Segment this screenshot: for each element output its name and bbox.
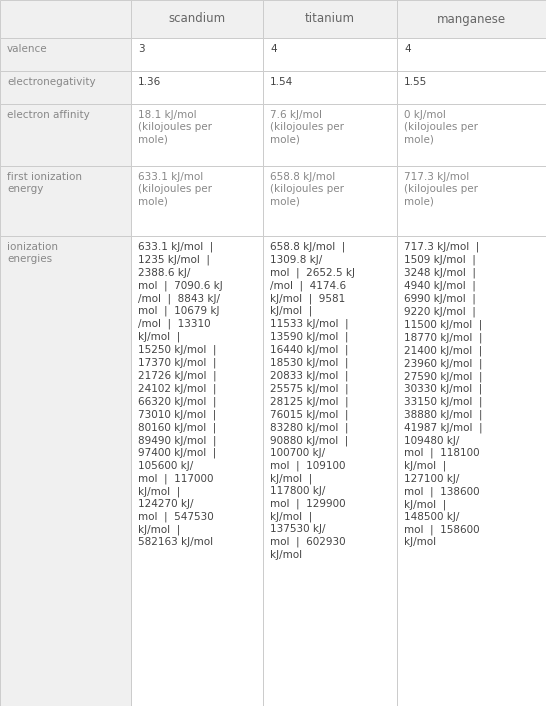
Bar	[397, 166, 546, 236]
Text: 717.3 kJ/mol
(kilojoules per
mole): 717.3 kJ/mol (kilojoules per mole)	[404, 172, 478, 207]
Bar	[0, 0, 131, 38]
Text: electron affinity: electron affinity	[7, 110, 90, 120]
Bar	[397, 104, 546, 166]
Text: 4: 4	[270, 44, 277, 54]
Bar	[0, 71, 131, 104]
Text: 658.8 kJ/mol  |
1309.8 kJ/
mol  |  2652.5 kJ
/mol  |  4174.6
kJ/mol  |  9581
kJ/: 658.8 kJ/mol | 1309.8 kJ/ mol | 2652.5 k…	[270, 242, 355, 560]
Bar	[397, 71, 546, 104]
Bar	[263, 71, 397, 104]
Bar	[131, 71, 263, 104]
Text: ionization
energies: ionization energies	[7, 242, 58, 265]
Text: 0 kJ/mol
(kilojoules per
mole): 0 kJ/mol (kilojoules per mole)	[404, 110, 478, 145]
Bar	[0, 104, 131, 166]
Text: 633.1 kJ/mol  |
1235 kJ/mol  |
2388.6 kJ/
mol  |  7090.6 kJ
/mol  |  8843 kJ/
mo: 633.1 kJ/mol | 1235 kJ/mol | 2388.6 kJ/ …	[138, 242, 223, 547]
Bar	[0, 166, 131, 236]
Text: scandium: scandium	[168, 13, 225, 25]
Bar	[263, 104, 397, 166]
Bar	[131, 38, 263, 71]
Text: manganese: manganese	[437, 13, 506, 25]
Text: first ionization
energy: first ionization energy	[7, 172, 82, 194]
Bar	[0, 236, 131, 706]
Text: 7.6 kJ/mol
(kilojoules per
mole): 7.6 kJ/mol (kilojoules per mole)	[270, 110, 344, 145]
Bar	[0, 38, 131, 71]
Text: 4: 4	[404, 44, 411, 54]
Bar	[131, 0, 263, 38]
Text: 1.55: 1.55	[404, 77, 428, 87]
Text: 717.3 kJ/mol  |
1509 kJ/mol  |
3248 kJ/mol  |
4940 kJ/mol  |
6990 kJ/mol  |
9220: 717.3 kJ/mol | 1509 kJ/mol | 3248 kJ/mol…	[404, 242, 483, 547]
Text: 658.8 kJ/mol
(kilojoules per
mole): 658.8 kJ/mol (kilojoules per mole)	[270, 172, 344, 207]
Text: 633.1 kJ/mol
(kilojoules per
mole): 633.1 kJ/mol (kilojoules per mole)	[138, 172, 212, 207]
Text: titanium: titanium	[305, 13, 355, 25]
Text: 1.54: 1.54	[270, 77, 293, 87]
Text: 1.36: 1.36	[138, 77, 161, 87]
Text: valence: valence	[7, 44, 48, 54]
Text: 18.1 kJ/mol
(kilojoules per
mole): 18.1 kJ/mol (kilojoules per mole)	[138, 110, 212, 145]
Bar	[263, 236, 397, 706]
Bar	[263, 166, 397, 236]
Text: 3: 3	[138, 44, 145, 54]
Bar	[131, 166, 263, 236]
Bar	[397, 0, 546, 38]
Bar	[131, 236, 263, 706]
Bar	[131, 104, 263, 166]
Bar	[263, 38, 397, 71]
Text: electronegativity: electronegativity	[7, 77, 96, 87]
Bar	[263, 0, 397, 38]
Bar	[397, 236, 546, 706]
Bar	[397, 38, 546, 71]
